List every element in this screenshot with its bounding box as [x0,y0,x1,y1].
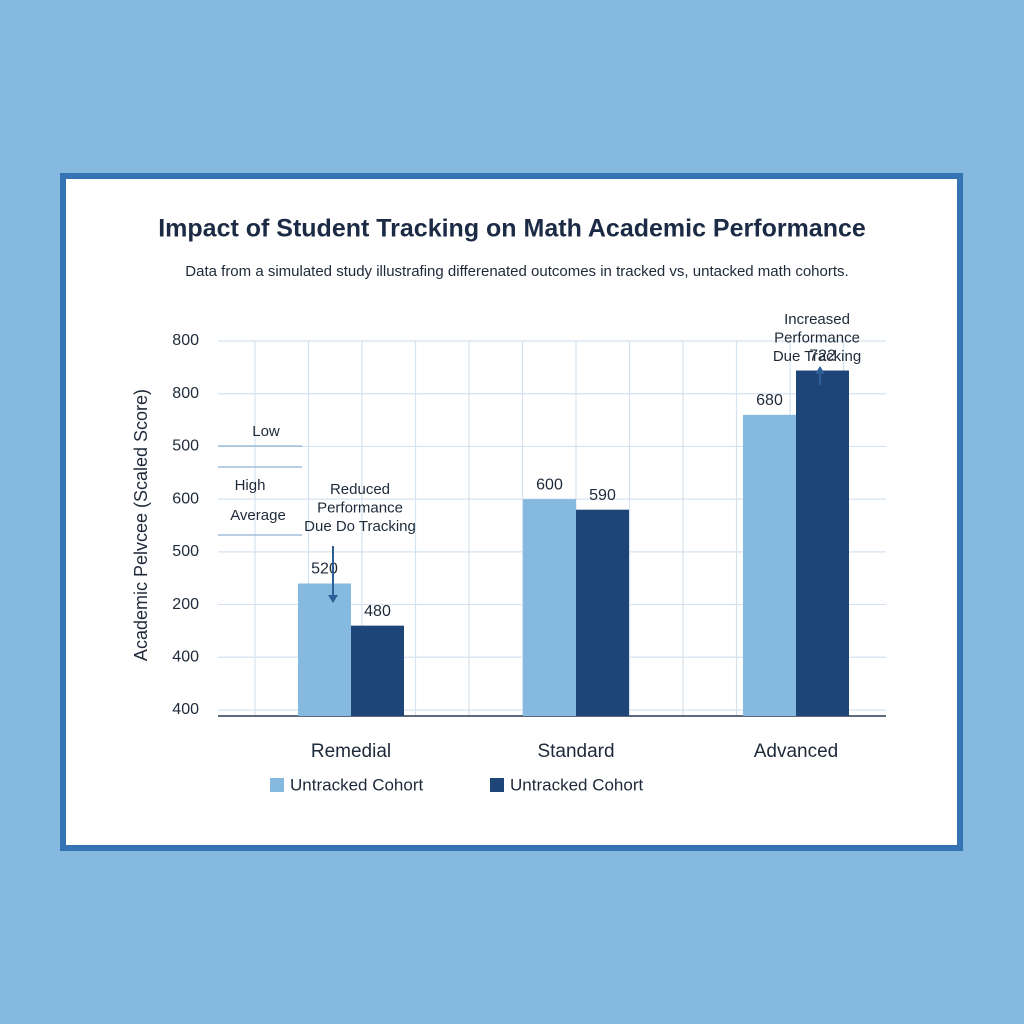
bar [298,583,351,716]
y-tick-label: 800 [172,385,199,402]
y-tick-label: 400 [172,649,199,666]
chart-title: Impact of Student Tracking on Math Acade… [158,215,866,243]
bar [796,370,849,716]
annotation: Reduced [330,481,390,498]
chart-subtitle: Data from a simulated study illustrafing… [185,263,848,280]
bar [523,499,576,716]
y-tick-label: 600 [172,490,199,507]
side-label: Low [252,423,280,440]
annotation: Performance [317,499,403,516]
y-tick-label: 400 [172,701,199,718]
legend-label: Untracked Cohort [510,775,644,794]
value-label: 722 [809,348,836,365]
value-label: 600 [536,476,563,493]
y-tick-label: 200 [172,596,199,613]
side-label: Average [230,507,286,524]
legend-swatch [490,778,504,792]
x-tick-label: Remedial [311,741,391,762]
bar [351,625,404,716]
annotation: Due Tracking [773,348,861,365]
x-tick-label: Advanced [754,741,839,762]
value-label: 520 [311,561,338,578]
annotation-arrowhead [328,595,338,603]
x-tick-label: Standard [537,741,614,762]
y-tick-label: 500 [172,438,199,455]
legend-label: Untracked Cohort [290,775,424,794]
bar [743,414,796,716]
bar [576,509,629,716]
annotation: Due Do Tracking [304,518,416,535]
annotation: Performance [774,329,860,346]
y-tick-label: 800 [172,332,199,349]
y-axis-label: Academic Pelvcee (Scaled Score) [131,389,151,661]
legend-swatch [270,778,284,792]
value-label: 680 [756,392,783,409]
annotation-arrowhead [815,366,825,374]
side-label: High [235,477,266,494]
annotation: Increased [784,311,850,328]
value-label: 480 [364,603,391,620]
value-label: 590 [589,487,616,504]
y-tick-label: 500 [172,543,199,560]
